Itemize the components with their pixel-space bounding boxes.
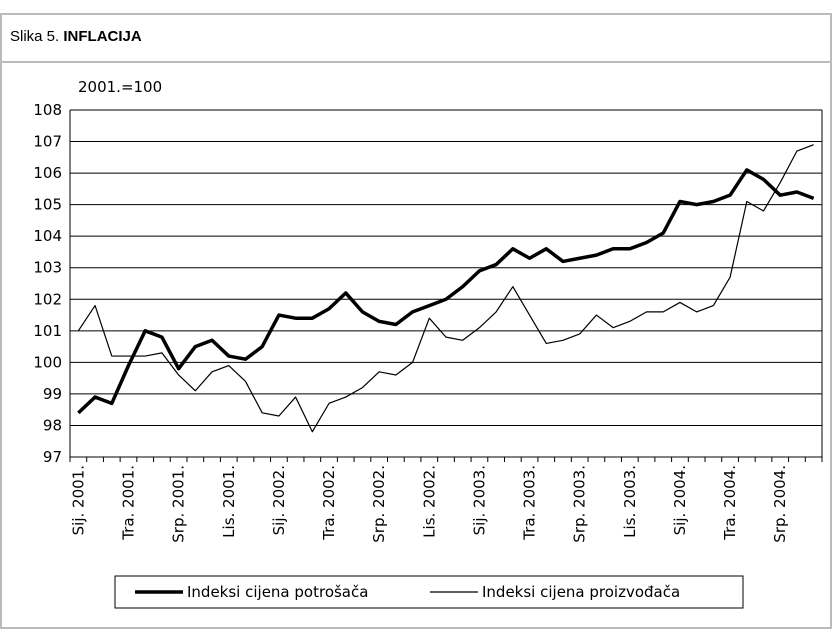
legend-label: Indeksi cijena potrošača — [187, 583, 368, 601]
x-tick-label: Srp. 2003. — [571, 465, 589, 543]
x-tick-label: Tra. 2004. — [721, 465, 739, 541]
x-tick-label: Sij. 2003. — [470, 465, 488, 535]
x-tick-label: Lis. 2002. — [420, 465, 438, 538]
y-tick-label: 108 — [33, 101, 62, 119]
y-tick-label: 102 — [33, 290, 62, 308]
y-tick-label: 98 — [43, 416, 62, 434]
y-tick-label: 103 — [33, 259, 62, 277]
line-series — [77, 144, 814, 433]
x-tick-label: Tra. 2001. — [119, 465, 137, 541]
x-tick-label: Sij. 2001. — [69, 465, 87, 535]
unit-label: 2001.=100 — [78, 78, 162, 96]
y-tick-label: 106 — [33, 164, 62, 182]
legend-label: Indeksi cijena proizvođača — [482, 583, 680, 601]
frame — [0, 13, 832, 629]
x-tick-label: Lis. 2001. — [220, 465, 238, 538]
y-tick-label: 101 — [33, 322, 62, 340]
x-tick-label: Sij. 2002. — [270, 465, 288, 535]
x-tick-label: Srp. 2002. — [370, 465, 388, 543]
y-tick-label: 105 — [33, 196, 62, 214]
legend-box — [114, 575, 744, 609]
y-tick-label: 97 — [43, 448, 62, 466]
x-tick-label: Srp. 2001. — [170, 465, 188, 543]
x-tick-label: Tra. 2002. — [320, 465, 338, 541]
x-tick-label: Tra. 2003. — [521, 465, 539, 541]
y-tick-label: 107 — [33, 133, 62, 151]
y-tick-label: 100 — [33, 353, 62, 371]
x-tick-label: Lis. 2003. — [621, 465, 639, 538]
x-tick-label: Sij. 2004. — [671, 465, 689, 535]
x-tick-label: Srp. 2004. — [771, 465, 789, 543]
y-tick-label: 104 — [33, 227, 62, 245]
figure-label: Slika 5. INFLACIJA — [10, 28, 142, 45]
line-series — [77, 168, 815, 415]
y-tick-label: 99 — [43, 385, 62, 403]
